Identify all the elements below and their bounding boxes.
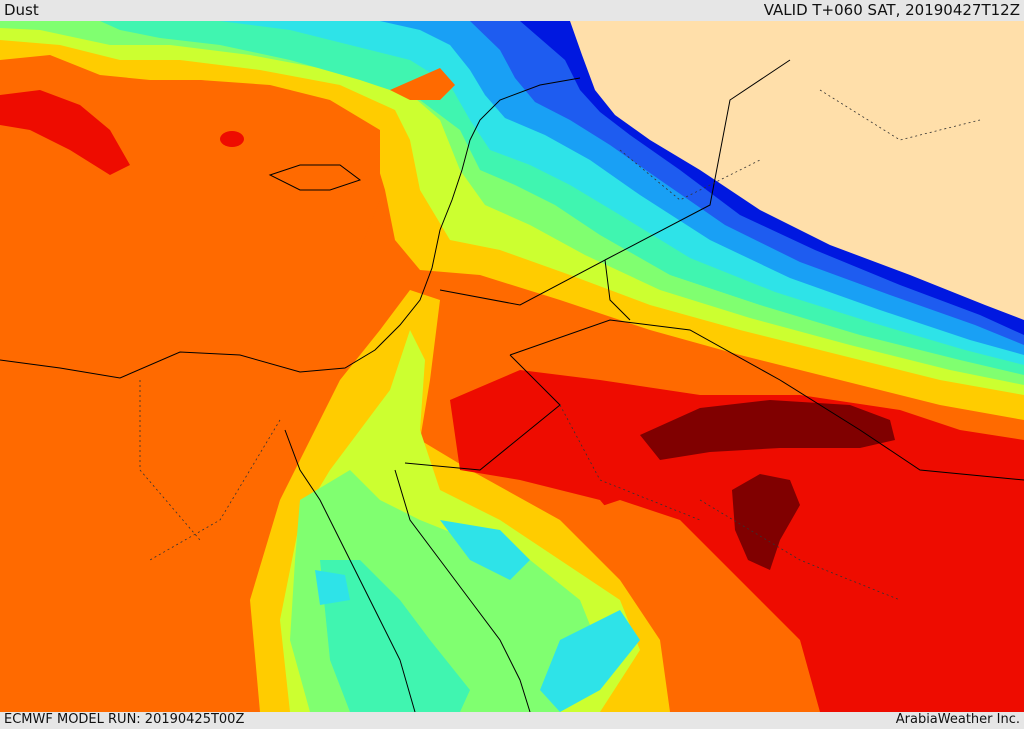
- red-sea-east-coast: [394, 469, 531, 712]
- cyprus-outline: [268, 164, 362, 191]
- dust-level-4-red-sea-b: [440, 520, 530, 580]
- border-syria-iraq: [604, 59, 791, 261]
- dust-level-11-core-north: [640, 400, 895, 460]
- model-run: ECMWF MODEL RUN: 20190425T00Z: [4, 712, 245, 727]
- dust-level-10-west: [0, 90, 130, 175]
- dust-level-4-red-sea-a: [315, 570, 350, 605]
- dust-map: [0, 21, 1024, 712]
- valid-time: VALID T+060 SAT, 20190427T12Z: [763, 1, 1020, 19]
- border-egypt-saudi-line: [404, 354, 561, 471]
- coastline: [0, 77, 581, 379]
- no-data-land: [570, 21, 1024, 320]
- dust-level-9-nile-delta: [390, 68, 455, 100]
- header-bar: [0, 0, 1024, 21]
- dust-level-11-core-south: [732, 474, 800, 570]
- dust-level-10-spot: [220, 131, 244, 147]
- internal-borders: [139, 89, 981, 601]
- map-title: Dust: [4, 1, 39, 19]
- dust-level-9-arabia-inner: [560, 500, 800, 712]
- red-sea-west-coast: [284, 429, 416, 712]
- dust-level-10-arabia: [450, 370, 1024, 712]
- credit: ArabiaWeather Inc.: [895, 712, 1020, 727]
- dust-level-4-red-sea-c: [540, 610, 640, 712]
- border-saudi-iraq: [509, 319, 1024, 481]
- dust-level-5-red-sea: [320, 560, 470, 712]
- footer-bar: [0, 712, 1024, 729]
